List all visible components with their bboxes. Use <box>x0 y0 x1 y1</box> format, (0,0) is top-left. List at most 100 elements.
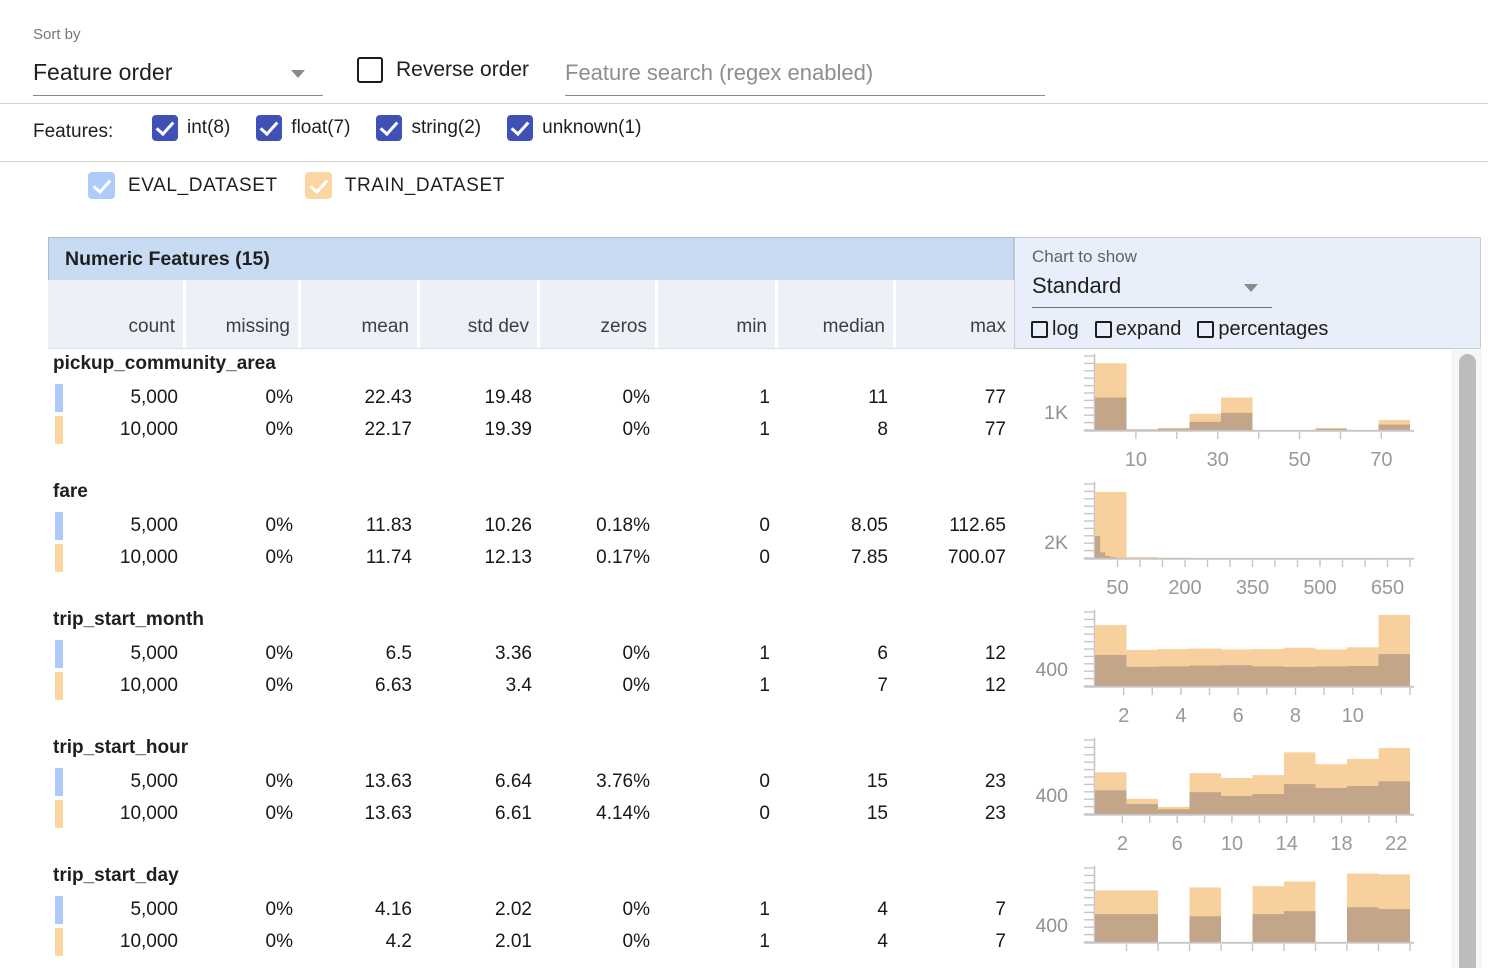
vertical-scrollbar-thumb[interactable] <box>1459 354 1476 968</box>
stat-cell-min: 1 <box>658 931 778 953</box>
svg-text:6: 6 <box>1172 833 1183 855</box>
chevron-down-icon <box>291 70 305 78</box>
feature-search-input[interactable]: Feature search (regex enabled) <box>565 54 1045 96</box>
chart-option-percentages[interactable]: percentages <box>1197 318 1328 341</box>
chart-option-log[interactable]: log <box>1031 318 1079 341</box>
feature-group-fare: fare5,0000%11.8310.260.18%08.05112.6510,… <box>48 477 1014 577</box>
reverse-order-checkbox[interactable] <box>357 57 383 83</box>
column-header-max: max <box>896 280 1014 348</box>
chart-option-toggles: log expand percentages <box>1031 318 1328 341</box>
stat-cell-std-dev: 3.4 <box>420 675 540 697</box>
stat-cell-max: 12 <box>896 643 1014 665</box>
checkbox-checked-icon <box>507 115 533 141</box>
dataset-color-swatch <box>55 640 63 668</box>
feature-group-trip_start_day: trip_start_day5,0000%4.162.020%14710,000… <box>48 861 1014 961</box>
stat-cell-std-dev: 12.13 <box>420 547 540 569</box>
feature-group-pickup_community_area: pickup_community_area5,0000%22.4319.480%… <box>48 349 1014 449</box>
sort-order-select[interactable]: Feature order <box>33 54 323 96</box>
stat-cell-count: 5,000 <box>48 771 186 793</box>
chevron-down-icon <box>1244 284 1258 292</box>
dataset-toggle-train_dataset[interactable]: TRAIN_DATASET <box>305 172 505 199</box>
stat-cell-min: 1 <box>658 643 778 665</box>
stat-cell-max: 112.65 <box>896 515 1014 537</box>
feature-type-filter-float[interactable]: float(7) <box>256 115 350 141</box>
features-filter-bar: Features: int(8)float(7)string(2)unknown… <box>0 105 1488 162</box>
stat-cell-missing: 0% <box>186 771 301 793</box>
column-header-std-dev: std dev <box>420 280 540 348</box>
stat-cell-zeros: 0% <box>540 419 658 441</box>
stat-cell-missing: 0% <box>186 803 301 825</box>
stat-cell-std-dev: 3.36 <box>420 643 540 665</box>
stat-cell-std-dev: 19.39 <box>420 419 540 441</box>
stat-cell-missing: 0% <box>186 899 301 921</box>
stat-cell-mean: 4.16 <box>301 899 420 921</box>
reverse-order-label: Reverse order <box>396 58 529 82</box>
histogram-svg: 502003505006502K <box>1014 477 1456 605</box>
dataset-color-swatch <box>55 384 63 412</box>
dataset-legend: EVAL_DATASET TRAIN_DATASET <box>88 172 505 199</box>
histogram-fare: 502003505006502K <box>1014 477 1456 605</box>
stat-cell-count: 10,000 <box>48 675 186 697</box>
stat-cell-missing: 0% <box>186 515 301 537</box>
dataset-color-swatch <box>55 928 63 956</box>
histogram-trip_start_hour: 2610141822400 <box>1014 733 1456 861</box>
stat-cell-min: 0 <box>658 803 778 825</box>
svg-text:14: 14 <box>1276 833 1298 855</box>
stat-cell-mean: 6.5 <box>301 643 420 665</box>
chart-type-select[interactable]: Standard <box>1032 270 1272 308</box>
checkbox-checked-icon <box>152 115 178 141</box>
feature-type-filter-int[interactable]: int(8) <box>152 115 230 141</box>
vertical-scrollbar-track[interactable] <box>1452 350 1482 968</box>
svg-text:500: 500 <box>1303 577 1336 599</box>
table-row-train_dataset: 10,0000%22.1719.390%1877 <box>48 414 1014 446</box>
stat-cell-zeros: 0% <box>540 899 658 921</box>
stat-cell-count: 10,000 <box>48 419 186 441</box>
dataset-color-swatch <box>55 544 63 572</box>
stat-cell-median: 8.05 <box>778 515 896 537</box>
column-header-min: min <box>658 280 778 348</box>
svg-text:2: 2 <box>1118 705 1129 727</box>
stat-cell-median: 4 <box>778 899 896 921</box>
feature-name: pickup_community_area <box>53 353 276 375</box>
svg-text:1K: 1K <box>1044 402 1068 424</box>
histogram-svg: 400 <box>1014 861 1456 968</box>
stat-cell-max: 77 <box>896 419 1014 441</box>
stat-cell-count: 5,000 <box>48 643 186 665</box>
chart-option-expand[interactable]: expand <box>1095 318 1182 341</box>
histogram-trip_start_month: 246810400 <box>1014 605 1456 733</box>
feature-name: trip_start_hour <box>53 737 188 759</box>
dataset-toggle-eval_dataset[interactable]: EVAL_DATASET <box>88 172 278 199</box>
svg-text:22: 22 <box>1385 833 1407 855</box>
sort-toolbar: Sort by Feature order Reverse order Feat… <box>0 0 1488 104</box>
chart-option-label: percentages <box>1218 318 1328 341</box>
stat-cell-max: 7 <box>896 931 1014 953</box>
stat-cell-median: 11 <box>778 387 896 409</box>
svg-text:70: 70 <box>1370 449 1392 471</box>
svg-text:10: 10 <box>1125 449 1147 471</box>
chart-option-label: log <box>1052 318 1079 341</box>
table-row-eval_dataset: 5,0000%22.4319.480%11177 <box>48 382 1014 414</box>
stat-cell-max: 700.07 <box>896 547 1014 569</box>
dataset-checkbox-icon <box>305 172 332 199</box>
feature-type-filter-unknown[interactable]: unknown(1) <box>507 115 641 141</box>
checkbox-unchecked-icon <box>1095 321 1112 338</box>
stat-cell-zeros: 0% <box>540 387 658 409</box>
numeric-features-title: Numeric Features (15) <box>65 238 270 280</box>
svg-text:6: 6 <box>1233 705 1244 727</box>
stat-cell-min: 0 <box>658 771 778 793</box>
dataset-color-swatch <box>55 896 63 924</box>
svg-text:50: 50 <box>1288 449 1310 471</box>
stat-cell-std-dev: 2.01 <box>420 931 540 953</box>
stat-cell-std-dev: 10.26 <box>420 515 540 537</box>
stat-cell-mean: 13.63 <box>301 803 420 825</box>
svg-text:350: 350 <box>1236 577 1269 599</box>
stat-cell-missing: 0% <box>186 547 301 569</box>
svg-text:10: 10 <box>1221 833 1243 855</box>
feature-type-filter-string[interactable]: string(2) <box>376 115 481 141</box>
histogram-trip_start_day: 400 <box>1014 861 1456 968</box>
stat-cell-mean: 4.2 <box>301 931 420 953</box>
table-row-train_dataset: 10,0000%4.22.010%147 <box>48 926 1014 958</box>
stat-cell-missing: 0% <box>186 419 301 441</box>
histogram-svg: 103050701K <box>1014 349 1456 477</box>
dataset-color-swatch <box>55 768 63 796</box>
